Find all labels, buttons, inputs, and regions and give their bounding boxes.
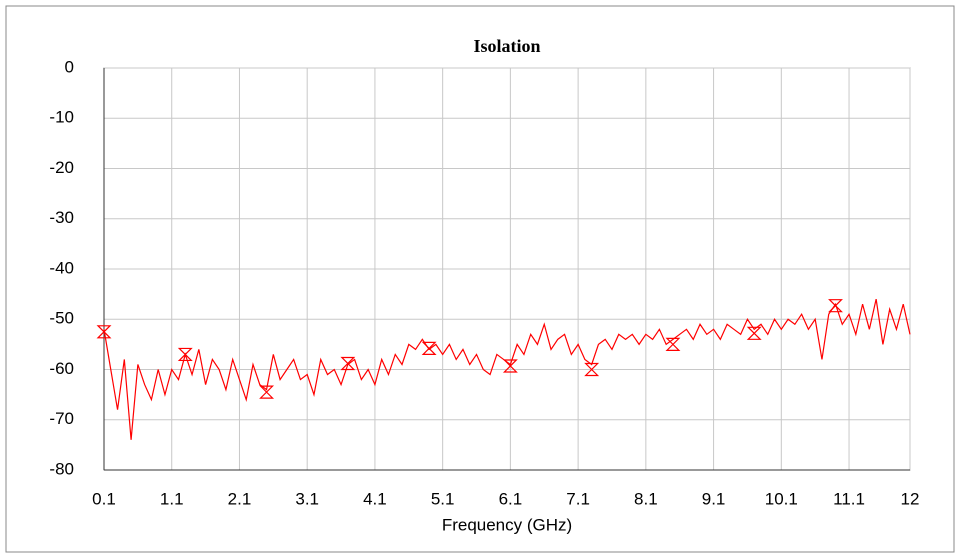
x-tick-label: 1.1 [160,489,184,508]
marker [421,341,437,355]
x-tick-label: 11.1 [833,489,865,508]
x-tick-label: 9.1 [702,489,726,508]
x-tick-label: 0.1 [92,489,116,508]
y-tick-label: -30 [49,208,74,227]
x-tick-label: 7.1 [566,489,590,508]
chart-title: Isolation [473,36,540,56]
marker [746,326,762,340]
marker [584,362,600,377]
marker [828,299,843,313]
marker [259,385,275,399]
x-axis-label: Frequency (GHz) [442,515,572,534]
y-tick-label: -20 [49,158,74,177]
x-tick-label: 12 [901,489,920,508]
x-tick-label: 6.1 [499,489,523,508]
y-tick-label: -60 [49,359,74,378]
y-tick-label: -10 [49,108,74,127]
marker [665,337,681,351]
marker [340,356,356,371]
y-tick-label: 0 [65,57,74,76]
x-tick-label: 3.1 [295,489,319,508]
marker [96,325,112,339]
x-tick-label: 4.1 [363,489,387,508]
x-tick-label: 8.1 [634,489,658,508]
y-tick-label: -80 [49,459,74,478]
x-tick-label: 10.1 [765,489,798,508]
y-tick-label: -70 [49,409,74,428]
x-tick-label: 2.1 [228,489,252,508]
x-tick-label: 5.1 [431,489,455,508]
marker [502,359,518,373]
y-tick-label: -50 [49,309,74,328]
y-tick-label: -40 [49,258,74,277]
marker [177,347,193,362]
